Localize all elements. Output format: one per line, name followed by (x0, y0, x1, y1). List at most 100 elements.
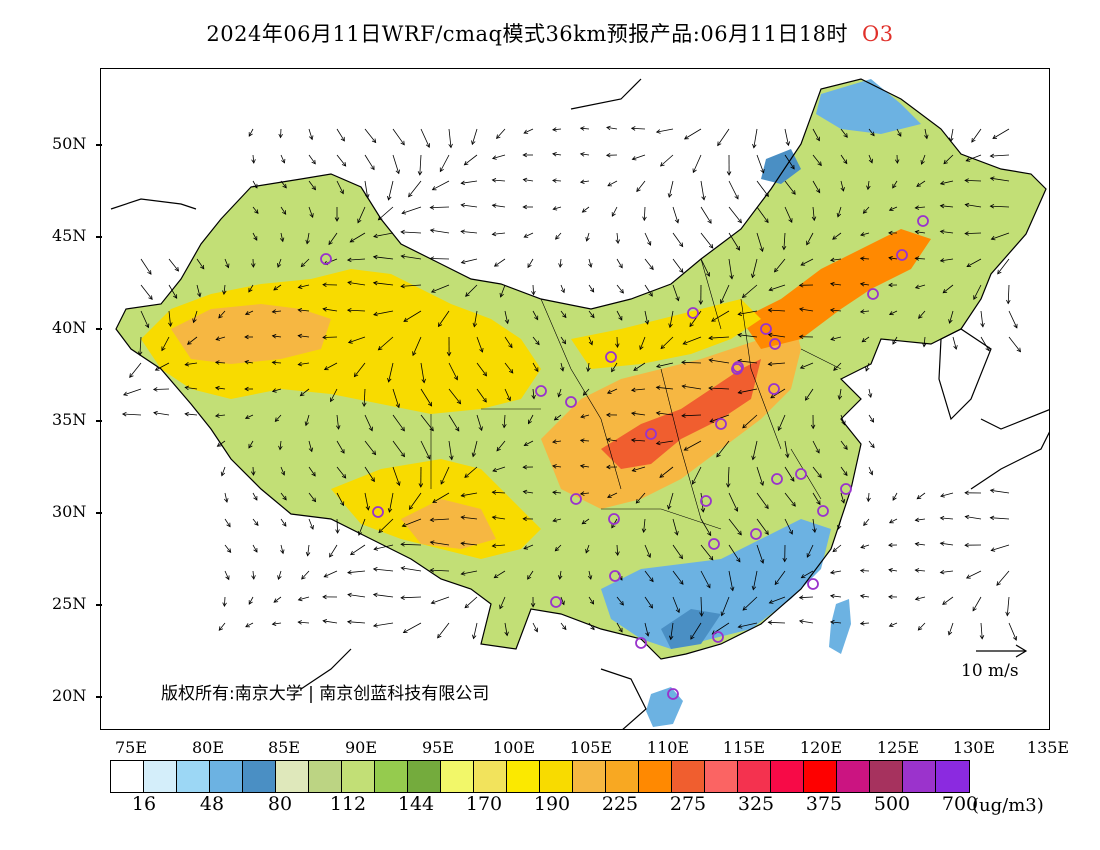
wind-arrow (659, 466, 674, 478)
wind-arrow-head (378, 528, 384, 534)
wind-arrow (492, 232, 506, 235)
wind-arrow (830, 258, 842, 261)
wind-arrow (555, 544, 562, 552)
colorbar-swatch (177, 761, 210, 792)
colorbar-swatch (375, 761, 408, 792)
taiwan-island (829, 599, 851, 654)
wind-arrow (768, 334, 786, 338)
wind-arrow-head (631, 156, 637, 161)
wind-arrow-head (737, 218, 742, 224)
wind-arrow (812, 518, 816, 533)
wind-arrow-head (716, 452, 721, 458)
wind-arrow (523, 544, 534, 550)
wind-arrow (430, 206, 450, 208)
colorbar-label: 170 (465, 793, 503, 815)
wind-arrow-head (465, 292, 470, 297)
wind-arrow (580, 492, 590, 495)
wind-arrow (298, 596, 310, 601)
wind-arrow (606, 127, 618, 130)
wind-arrow-head (579, 152, 585, 157)
wind-arrow-head (799, 364, 805, 369)
wind-arrow (700, 232, 714, 249)
wind-arrow (364, 414, 373, 431)
wind-arrow-head (751, 585, 757, 591)
wind-arrow-head (869, 417, 875, 423)
wind-arrow-head (611, 212, 616, 217)
wind-arrow-head (611, 523, 616, 529)
wind-arrow (840, 180, 844, 192)
wind-arrow (223, 284, 226, 295)
wind-arrow (301, 570, 310, 580)
wind-arrow (1008, 622, 1017, 641)
wind-arrow-head (523, 233, 529, 238)
city-marker (771, 473, 783, 485)
wind-arrow (800, 258, 814, 266)
wind-arrow-head (460, 492, 466, 498)
wind-arrow (990, 177, 1010, 182)
title-text: 2024年06月11日WRF/cmaq模式36km预报产品:06月11日18时 (206, 22, 849, 46)
wind-arrow (672, 544, 683, 559)
wind-arrow-head (579, 491, 585, 496)
wind-arrow-head (274, 417, 280, 423)
wind-arrow-head (534, 315, 539, 321)
wind-arrow-head (840, 187, 845, 192)
wind-arrow (461, 204, 478, 208)
wind-arrow (217, 440, 226, 447)
wind-arrow-head (764, 192, 769, 197)
colorbar-label: 48 (199, 793, 225, 815)
wind-arrow-head (530, 603, 536, 608)
wind-arrow (373, 282, 394, 286)
wind-arrow-head (964, 542, 969, 548)
wind-arrow-head (531, 290, 536, 296)
wind-arrow (616, 336, 618, 348)
wind-arrow (185, 387, 198, 390)
wind-arrow-head (689, 322, 694, 328)
wind-arrow-head (1006, 299, 1011, 305)
wind-arrow (322, 336, 338, 338)
wind-arrow-head (492, 467, 497, 473)
wind-arrow (347, 570, 366, 574)
wind-arrow-head (223, 498, 229, 503)
wind-arrow (408, 180, 422, 197)
wind-arrow (363, 388, 366, 407)
wind-arrow-head (222, 602, 227, 608)
wind-arrow (523, 128, 534, 134)
wind-arrow-head (817, 473, 822, 479)
wind-arrow-head (184, 361, 190, 367)
wind-arrow (942, 284, 954, 294)
wind-arrow (896, 128, 902, 137)
wind-arrow (552, 180, 562, 182)
wind-arrow-head (522, 152, 527, 158)
wind-arrow (527, 570, 534, 580)
wind-arrow-head (408, 505, 414, 510)
wind-arrow-head (729, 274, 734, 280)
wind-arrow-head (965, 574, 971, 579)
wind-arrow (737, 334, 758, 338)
wind-arrow (1006, 596, 1010, 616)
wind-arrow (378, 336, 394, 351)
wind-arrow-head (888, 311, 894, 316)
wind-arrow (224, 492, 228, 503)
wind-arrow-head (636, 187, 641, 193)
wind-arrow-head (254, 209, 259, 214)
wind-arrow-head (254, 521, 259, 526)
wind-arrow-head (644, 320, 650, 325)
wind-arrow-head (387, 377, 392, 383)
wind-arrow-head (582, 391, 588, 396)
wind-arrow-head (491, 231, 497, 237)
wind-arrow (990, 154, 1010, 157)
wind-arrow (728, 544, 741, 563)
colorbar-swatch (606, 761, 639, 792)
wind-arrow-head (806, 240, 811, 246)
wind-arrow (373, 310, 394, 316)
wind-arrow (224, 258, 229, 268)
wind-arrow (300, 388, 310, 397)
colorbar-label: 190 (533, 793, 571, 815)
wind-arrow (252, 570, 255, 580)
wind-arrow-head (527, 263, 532, 269)
wind-arrow-head (741, 293, 747, 298)
wind-arrow (215, 361, 226, 364)
wind-arrow (430, 541, 450, 546)
wind-arrow-head (679, 268, 684, 273)
wind-arrow-head (590, 313, 595, 319)
